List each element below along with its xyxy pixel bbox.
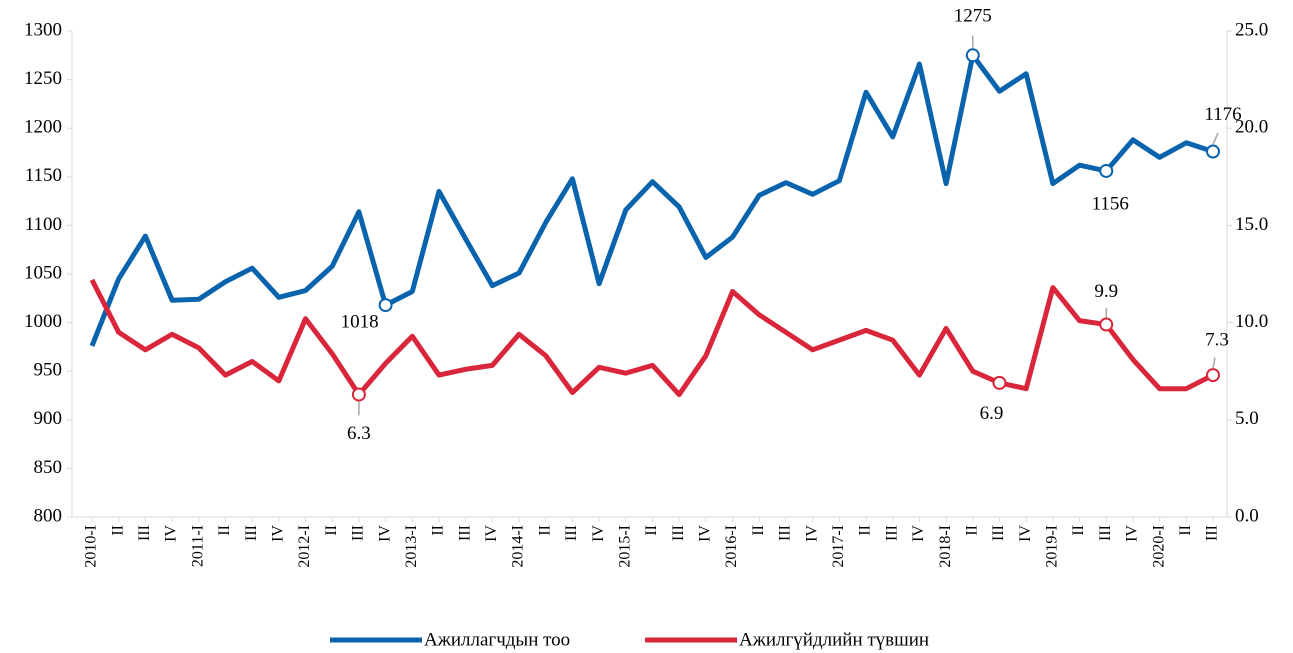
x-tick-label: II (109, 525, 126, 536)
x-tick-label: 2010-I (83, 525, 100, 568)
data-label: 1018 (341, 311, 379, 332)
y2-tick-label: 25.0 (1235, 19, 1268, 40)
data-label: 6.3 (347, 423, 371, 444)
leader (1212, 132, 1219, 145)
y-tick-label: 1300 (24, 19, 62, 40)
x-tick-label: III (883, 525, 900, 541)
marker (378, 298, 393, 313)
x-tick-label: III (1097, 525, 1114, 541)
marker (351, 387, 366, 402)
x-tick-label: III (1204, 525, 1221, 541)
marker (992, 375, 1007, 390)
x-tick-label: 2011-I (189, 525, 206, 567)
y-tick-label: 1250 (24, 68, 62, 89)
data-label: 1275 (954, 6, 992, 27)
x-tick-label: 2018-I (937, 525, 954, 568)
x-tick-label: II (323, 525, 340, 536)
x-tick-label: 2019-I (1044, 525, 1061, 568)
y-tick-label: 1000 (24, 311, 62, 332)
x-tick-label: III (243, 525, 260, 541)
x-tick-label: IV (1124, 525, 1141, 542)
x-tick-label: 2015-I (616, 525, 633, 568)
x-tick-label: IV (270, 525, 287, 542)
legend-label: Ажилгүйдлийн түвшин (739, 629, 929, 650)
data-label: 7.3 (1205, 329, 1229, 350)
x-tick-label: II (1177, 525, 1194, 536)
x-tick-label: II (216, 525, 233, 536)
y-tick-label: 1150 (25, 165, 62, 186)
y2-tick-label: 10.0 (1235, 311, 1268, 332)
y2-tick-label: 5.0 (1235, 408, 1259, 429)
y2-tick-label: 0.0 (1235, 505, 1259, 526)
y-tick-label: 800 (34, 505, 63, 526)
x-tick-label: IV (803, 525, 820, 542)
marker (1206, 368, 1220, 383)
x-tick-label: II (643, 525, 660, 536)
x-tick-label: IV (1017, 525, 1034, 542)
x-tick-label: II (430, 525, 447, 536)
x-tick-label: II (857, 525, 874, 536)
x-tick-label: 2014-I (510, 525, 527, 568)
x-tick-label: 2012-I (296, 525, 313, 568)
x-tick-label: IV (163, 525, 180, 542)
x-tick-label: III (990, 525, 1007, 541)
x-tick-label: 2017-I (830, 525, 847, 568)
y-tick-label: 1050 (24, 262, 62, 283)
y-tick-label: 1100 (25, 214, 62, 235)
y2-tick-label: 15.0 (1235, 214, 1268, 235)
x-tick-label: 2013-I (403, 525, 420, 568)
x-tick-label: II (750, 525, 767, 536)
series-line (89, 52, 1214, 347)
data-label: 1176 (1204, 104, 1241, 125)
marker (1206, 144, 1220, 159)
x-tick-label: IV (376, 525, 393, 542)
x-tick-label: IV (910, 525, 927, 542)
data-label: 1156 (1092, 193, 1129, 214)
marker (1099, 163, 1114, 178)
y-tick-label: 1200 (24, 117, 62, 138)
x-tick-label: IV (483, 525, 500, 542)
x-tick-label: III (136, 525, 153, 541)
marker (1099, 317, 1114, 332)
y-tick-label: 950 (34, 360, 63, 381)
x-tick-label: II (1070, 525, 1087, 536)
y-tick-label: 900 (34, 408, 63, 429)
x-tick-label: III (777, 525, 794, 541)
x-tick-label: 2016-I (723, 525, 740, 568)
leader (1212, 357, 1216, 369)
x-tick-label: 2020-I (1150, 525, 1167, 568)
marker (965, 48, 980, 63)
x-tick-label: III (563, 525, 580, 541)
x-tick-label: IV (697, 525, 714, 542)
y2-tick-label: 20.0 (1235, 117, 1268, 138)
x-tick-label: II (963, 525, 980, 536)
y-tick-label: 850 (34, 457, 63, 478)
x-tick-label: III (670, 525, 687, 541)
x-tick-label: III (350, 525, 367, 541)
x-tick-label: II (536, 525, 553, 536)
data-label: 9.9 (1094, 281, 1118, 302)
x-tick-label: IV (590, 525, 607, 542)
legend-label: Ажиллагчдын тоо (424, 629, 570, 650)
data-label: 6.9 (980, 403, 1004, 424)
x-tick-label: III (456, 525, 473, 541)
series-line (89, 278, 1215, 398)
